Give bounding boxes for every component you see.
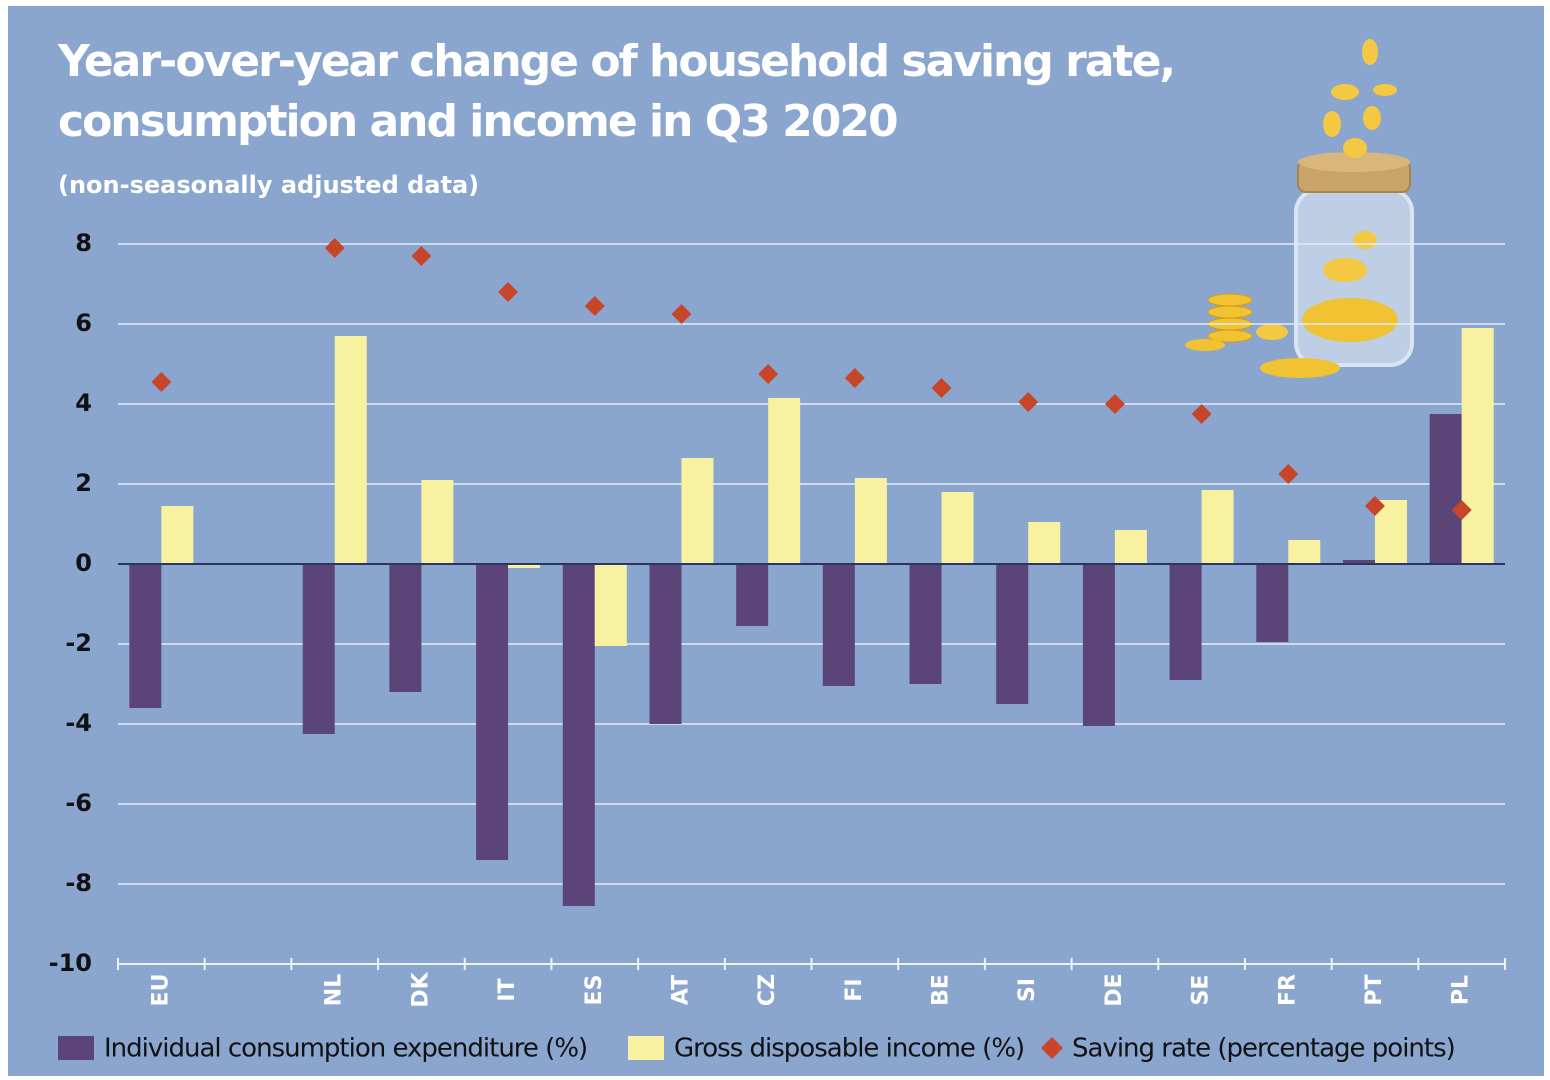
bar	[563, 564, 595, 906]
chart-title: consumption and income in Q3 2020	[58, 96, 897, 147]
y-tick-label: -4	[65, 709, 92, 737]
x-tick-label: PL	[1449, 975, 1474, 1005]
x-tick-label: FR	[1275, 974, 1300, 1006]
bar	[1256, 564, 1288, 642]
legend-label: Saving rate (percentage points)	[1072, 1034, 1455, 1064]
bar	[389, 564, 421, 692]
bar	[942, 492, 974, 564]
legend-label: Gross disposable income (%)	[674, 1034, 1024, 1064]
x-tick-label: CZ	[755, 974, 780, 1006]
x-tick-label: DE	[1102, 973, 1127, 1006]
x-tick-label: PT	[1362, 974, 1387, 1005]
y-tick-label: -6	[65, 789, 92, 817]
y-tick-label: 4	[75, 389, 92, 417]
legend-swatch	[58, 1036, 94, 1060]
bar	[855, 478, 887, 564]
bar	[1083, 564, 1115, 726]
chart: Year-over-year change of household savin…	[0, 0, 1550, 1080]
bar	[1462, 328, 1494, 564]
x-tick-label: EU	[148, 974, 173, 1007]
x-tick-label: SI	[1015, 978, 1040, 1002]
bar	[996, 564, 1028, 704]
bar	[649, 564, 681, 724]
legend: Individual consumption expenditure (%) Gr…	[58, 1034, 1455, 1064]
chart-title: Year-over-year change of household savin…	[57, 36, 1174, 87]
bar	[476, 564, 508, 860]
x-tick-label: ES	[582, 975, 607, 1006]
bar	[1170, 564, 1202, 680]
x-tick-label: BE	[929, 974, 954, 1006]
x-tick-label: IT	[495, 978, 520, 1001]
bar	[595, 564, 627, 646]
y-tick-label: -8	[65, 869, 92, 897]
bar	[681, 458, 713, 564]
bar	[303, 564, 335, 734]
bar	[1430, 414, 1462, 564]
bar	[1115, 530, 1147, 564]
bar	[736, 564, 768, 626]
bar	[823, 564, 855, 686]
x-tick-label: FI	[842, 978, 867, 1001]
bar	[129, 564, 161, 708]
legend-label: Individual consumption expenditure (%)	[104, 1034, 587, 1064]
bar	[421, 480, 453, 564]
x-tick-label: DK	[408, 971, 433, 1007]
bar	[1028, 522, 1060, 564]
bar	[335, 336, 367, 564]
bar	[1202, 490, 1234, 564]
bar	[768, 398, 800, 564]
chart-subtitle: (non-seasonally adjusted data)	[58, 171, 479, 199]
bar	[161, 506, 193, 564]
y-tick-label: -2	[65, 629, 92, 657]
bar	[1288, 540, 1320, 564]
bar	[910, 564, 942, 684]
y-tick-label: 2	[75, 469, 92, 497]
x-tick-label: SE	[1189, 975, 1214, 1006]
y-tick-label: 8	[75, 229, 92, 257]
y-tick-label: -10	[49, 949, 92, 977]
y-tick-label: 6	[75, 309, 92, 337]
y-tick-label: 0	[75, 549, 92, 577]
legend-swatch	[628, 1036, 664, 1060]
x-tick-label: NL	[322, 974, 347, 1006]
page: Year-over-year change of household savin…	[0, 0, 1550, 1080]
x-tick-label: AT	[668, 975, 693, 1005]
